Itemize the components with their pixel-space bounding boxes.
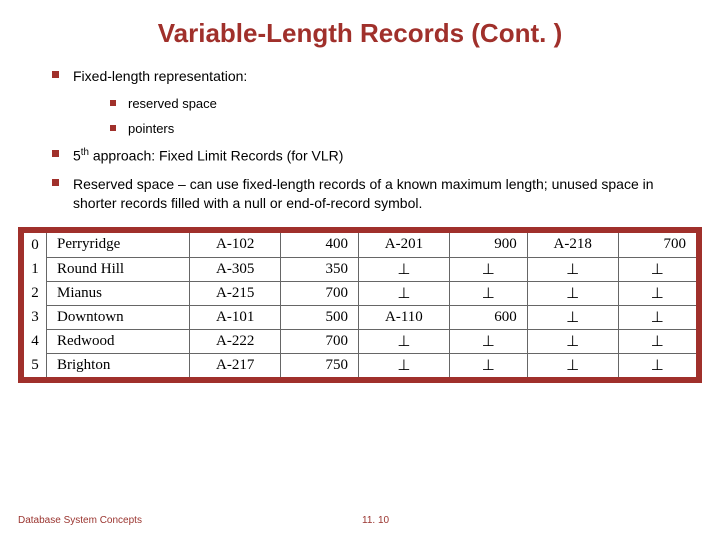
subbullet-pointers: pointers [110,121,680,136]
slide-title: Variable-Length Records (Cont. ) [40,18,680,49]
table-cell: A-222 [190,329,281,353]
table-cell: ⊥ [449,353,527,377]
table-cell: 750 [281,353,359,377]
footer-text: Database System Concepts [18,515,142,526]
page-number: 11. 10 [362,515,389,526]
table-cell: ⊥ [527,305,618,329]
bullet-text: reserved space [128,96,217,111]
ord-rest: approach: Fixed Limit Records (for VLR) [89,148,343,164]
table-cell: ⊥ [359,329,450,353]
bullet-reserved-space: Reserved space – can use fixed-length re… [52,175,680,213]
data-table: PerryridgeA-102400A-201900A-218700Round … [47,233,696,377]
table-cell: ⊥ [359,257,450,281]
bullet-icon [52,150,59,157]
row-index: 0 [24,233,46,257]
bullet-text: Fixed-length representation: [73,67,247,86]
ord-num: 5 [73,148,81,164]
table-cell: ⊥ [527,281,618,305]
row-index: 3 [24,305,46,329]
subbullet-reserved: reserved space [110,96,680,111]
table-cell: ⊥ [527,257,618,281]
tbody: PerryridgeA-102400A-201900A-218700Round … [47,233,696,377]
table-cell: A-215 [190,281,281,305]
bullet-icon [52,71,59,78]
row-index: 4 [24,329,46,353]
table-cell: Downtown [47,305,190,329]
table-cell: ⊥ [527,329,618,353]
bullet-icon [110,125,116,131]
table-row: PerryridgeA-102400A-201900A-218700 [47,233,696,257]
table-cell: ⊥ [618,257,696,281]
table-cell: A-305 [190,257,281,281]
bullet-approach: 5th approach: Fixed Limit Records (for V… [52,146,680,166]
bullet-text: pointers [128,121,174,136]
table-row: DowntownA-101500A-110600⊥⊥ [47,305,696,329]
table-cell: A-201 [359,233,450,257]
table-row: MianusA-215700⊥⊥⊥⊥ [47,281,696,305]
table-cell: 700 [281,329,359,353]
table-cell: A-218 [527,233,618,257]
bullet-list: Fixed-length representation: reserved sp… [40,67,680,213]
table-cell: ⊥ [618,353,696,377]
table-cell: 600 [449,305,527,329]
table-cell: ⊥ [618,329,696,353]
table-cell: ⊥ [449,281,527,305]
ord-sup: th [81,147,89,158]
table-cell: ⊥ [527,353,618,377]
table-row: Round HillA-305350⊥⊥⊥⊥ [47,257,696,281]
table-cell: Brighton [47,353,190,377]
table-cell: A-101 [190,305,281,329]
table-cell: ⊥ [359,353,450,377]
table-cell: Round Hill [47,257,190,281]
table-cell: ⊥ [618,281,696,305]
table-row: BrightonA-217750⊥⊥⊥⊥ [47,353,696,377]
bullet-fixed-length: Fixed-length representation: [52,67,680,86]
records-table: 012345 PerryridgeA-102400A-201900A-21870… [18,227,702,383]
table-cell: 900 [449,233,527,257]
row-index: 2 [24,281,46,305]
table-cell: 700 [281,281,359,305]
table-cell: 700 [618,233,696,257]
row-index: 1 [24,257,46,281]
bullet-icon [52,179,59,186]
table-cell: 400 [281,233,359,257]
bullet-text: 5th approach: Fixed Limit Records (for V… [73,146,343,166]
bullet-text: Reserved space – can use fixed-length re… [73,175,680,213]
table-row: RedwoodA-222700⊥⊥⊥⊥ [47,329,696,353]
table-cell: A-110 [359,305,450,329]
table-cell: ⊥ [618,305,696,329]
bullet-icon [110,100,116,106]
table-cell: A-217 [190,353,281,377]
table-cell: 500 [281,305,359,329]
table-cell: A-102 [190,233,281,257]
table-cell: Redwood [47,329,190,353]
slide-content: Variable-Length Records (Cont. ) Fixed-l… [0,0,720,213]
table-cell: ⊥ [449,329,527,353]
table-cell: ⊥ [449,257,527,281]
index-column: 012345 [24,233,47,377]
row-index: 5 [24,353,46,377]
table-cell: Perryridge [47,233,190,257]
table-cell: ⊥ [359,281,450,305]
table-cell: Mianus [47,281,190,305]
table-cell: 350 [281,257,359,281]
